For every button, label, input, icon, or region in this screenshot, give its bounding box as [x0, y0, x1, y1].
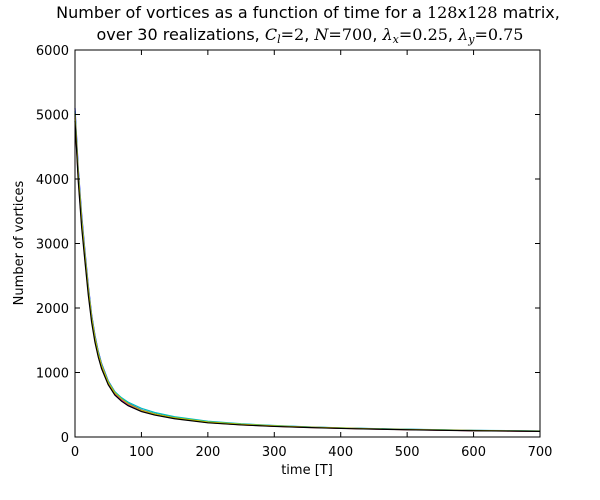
plot-frame — [74, 49, 541, 438]
y-tick-label-2: 2000 — [36, 302, 69, 317]
x-tick-label-5: 500 — [395, 445, 420, 460]
chart-title-line-1: Number of vortices as a function of time… — [56, 3, 560, 22]
y-tick-label-5: 5000 — [36, 109, 69, 124]
series-line-4 — [74, 111, 541, 432]
chart-title-line-2: over 30 realizations, Cl=2, N=700, λx=0.… — [97, 25, 524, 46]
series-line-7 — [74, 120, 541, 432]
x-tick-label-3: 300 — [262, 445, 287, 460]
x-tick-label-7: 700 — [528, 445, 553, 460]
y-tick-label-0: 0 — [61, 431, 69, 446]
y-tick-label-1: 1000 — [36, 367, 69, 382]
x-axis-label: time [T] — [281, 463, 333, 478]
y-tick-label-3: 3000 — [36, 238, 69, 253]
series-line-3 — [74, 117, 541, 432]
x-tick-label-4: 400 — [328, 445, 353, 460]
x-tick-label-2: 200 — [195, 445, 220, 460]
series-line-5 — [74, 115, 541, 432]
series-line-2 — [74, 114, 541, 432]
series-line-1 — [74, 108, 541, 432]
series-layer — [74, 108, 541, 432]
ticks-layer: 0 100 200 300 400 500 600 700 0 1000 2000 3000 4000 5… — [36, 44, 553, 460]
y-tick-label-4: 4000 — [36, 173, 69, 188]
x-tick-label-1: 100 — [129, 445, 154, 460]
x-tick-label-6: 600 — [461, 445, 486, 460]
series-line-6 — [74, 113, 541, 432]
y-tick-label-6: 6000 — [36, 44, 69, 59]
x-tick-label-0: 0 — [71, 445, 79, 460]
y-axis-label: Number of vortices — [12, 180, 27, 305]
